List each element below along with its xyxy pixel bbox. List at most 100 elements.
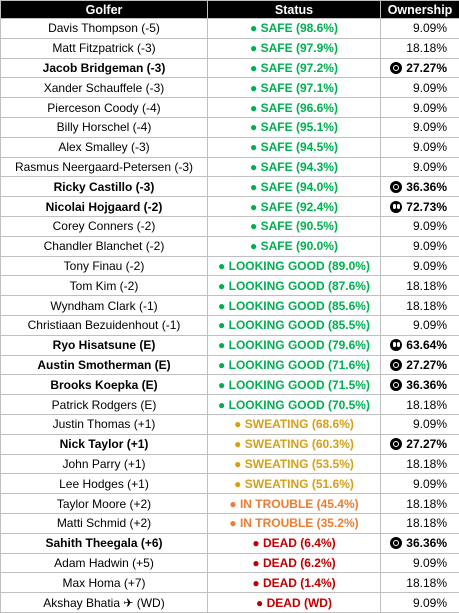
table-row[interactable]: Taylor Moore (+2)● IN TROUBLE (45.4%)18.… [1,494,459,514]
golfer-cell: Sahith Theegala (+6) [1,533,208,553]
status-label: DEAD (6.4%) [263,536,336,550]
status-dot-icon: ● [252,556,259,570]
ownership-value: 9.09% [413,160,447,174]
ownership-value: 9.09% [413,219,447,233]
golfer-cell: Ryo Hisatsune (E) [1,335,208,355]
ownership-cell: 27.27% [381,58,459,78]
golfer-cell: Nicolai Hojgaard (-2) [1,197,208,217]
golfer-cell: Tom Kim (-2) [1,276,208,296]
golfer-cell: Rasmus Neergaard-Petersen (-3) [1,157,208,177]
table-row[interactable]: Billy Horschel (-4)● SAFE (95.1%)9.09% [1,117,459,137]
ownership-cell: 9.09% [381,117,459,137]
eyes-icon [390,201,402,213]
golfer-column-header[interactable]: Golfer [1,1,208,19]
status-label: SAFE (97.2%) [261,61,338,75]
table-row[interactable]: Matti Schmid (+2)● IN TROUBLE (35.2%)18.… [1,513,459,533]
ownership-cell: 9.09% [381,315,459,335]
ownership-value: 18.18% [406,576,447,590]
table-row[interactable]: Tony Finau (-2)● LOOKING GOOD (89.0%)9.0… [1,256,459,276]
status-cell: ● LOOKING GOOD (89.0%) [208,256,381,276]
table-row[interactable]: Patrick Rodgers (E)● LOOKING GOOD (70.5%… [1,395,459,415]
status-label: SAFE (97.9%) [261,41,338,55]
status-cell: ● LOOKING GOOD (87.6%) [208,276,381,296]
ownership-value: 9.09% [413,477,447,491]
table-row[interactable]: Max Homa (+7)● DEAD (1.4%)18.18% [1,573,459,593]
status-cell: ● LOOKING GOOD (85.5%) [208,315,381,335]
ownership-cell: 18.18% [381,454,459,474]
status-cell: ● SAFE (97.1%) [208,78,381,98]
target-icon [390,181,402,193]
table-row[interactable]: Pierceson Coody (-4)● SAFE (96.6%)9.09% [1,98,459,118]
table-row[interactable]: Nicolai Hojgaard (-2)● SAFE (92.4%)72.73… [1,197,459,217]
status-label: SAFE (94.0%) [261,180,338,194]
table-row[interactable]: Justin Thomas (+1)● SWEATING (68.6%)9.09… [1,414,459,434]
golfer-cell: Patrick Rodgers (E) [1,395,208,415]
table-row[interactable]: Davis Thompson (-5)● SAFE (98.6%)9.09% [1,19,459,39]
table-row[interactable]: Austin Smotherman (E)● LOOKING GOOD (71.… [1,355,459,375]
ownership-value: 27.27% [406,437,447,451]
table-row[interactable]: Ricky Castillo (-3)● SAFE (94.0%)36.36% [1,177,459,197]
ownership-value: 18.18% [406,497,447,511]
target-icon [390,438,402,450]
table-row[interactable]: Nick Taylor (+1)● SWEATING (60.3%)27.27% [1,434,459,454]
status-label: SAFE (97.1%) [261,81,338,95]
table-row[interactable]: Alex Smalley (-3)● SAFE (94.5%)9.09% [1,137,459,157]
ownership-cell: 27.27% [381,434,459,454]
status-column-header[interactable]: Status [208,1,381,19]
table-row[interactable]: Brooks Koepka (E)● LOOKING GOOD (71.5%)3… [1,375,459,395]
table-row[interactable]: Rasmus Neergaard-Petersen (-3)● SAFE (94… [1,157,459,177]
status-label: LOOKING GOOD (71.5%) [229,378,370,392]
ownership-value: 18.18% [406,398,447,412]
ownership-cell: 36.36% [381,375,459,395]
status-cell: ● DEAD (6.2%) [208,553,381,573]
status-label: LOOKING GOOD (85.5%) [229,318,370,332]
ownership-value: 18.18% [406,516,447,530]
golfer-cell: Pierceson Coody (-4) [1,98,208,118]
golfer-cell: Wyndham Clark (-1) [1,296,208,316]
table-row[interactable]: Jacob Bridgeman (-3)● SAFE (97.2%)27.27% [1,58,459,78]
status-label: SAFE (95.1%) [261,120,338,134]
table-row[interactable]: Tom Kim (-2)● LOOKING GOOD (87.6%)18.18% [1,276,459,296]
ownership-cell: 9.09% [381,137,459,157]
status-label: SAFE (90.5%) [261,219,338,233]
table-row[interactable]: Christiaan Bezuidenhout (-1)● LOOKING GO… [1,315,459,335]
target-icon [390,379,402,391]
table-row[interactable]: Wyndham Clark (-1)● LOOKING GOOD (85.6%)… [1,296,459,316]
ownership-cell: 9.09% [381,553,459,573]
table-row[interactable]: Akshay Bhatia ✈ (WD)● DEAD (WD)9.09% [1,593,459,613]
table-row[interactable]: John Parry (+1)● SWEATING (53.5%)18.18% [1,454,459,474]
status-label: DEAD (1.4%) [263,576,336,590]
status-label: LOOKING GOOD (79.6%) [229,338,370,352]
table-row[interactable]: Sahith Theegala (+6)● DEAD (6.4%)36.36% [1,533,459,553]
ownership-value: 18.18% [406,41,447,55]
status-label: SAFE (94.5%) [261,140,338,154]
status-cell: ● SWEATING (53.5%) [208,454,381,474]
golfer-cell: Davis Thompson (-5) [1,19,208,39]
ownership-cell: 27.27% [381,355,459,375]
ownership-cell: 9.09% [381,98,459,118]
table-row[interactable]: Adam Hadwin (+5)● DEAD (6.2%)9.09% [1,553,459,573]
ownership-cell: 9.09% [381,157,459,177]
ownership-cell: 18.18% [381,296,459,316]
status-cell: ● SAFE (94.0%) [208,177,381,197]
ownership-value: 9.09% [413,140,447,154]
golfer-cell: Tony Finau (-2) [1,256,208,276]
ownership-column-header[interactable]: Ownership [381,1,459,19]
table-row[interactable]: Chandler Blanchet (-2)● SAFE (90.0%)9.09… [1,236,459,256]
status-cell: ● SAFE (92.4%) [208,197,381,217]
golfer-cell: Chandler Blanchet (-2) [1,236,208,256]
status-cell: ● SWEATING (60.3%) [208,434,381,454]
status-cell: ● SAFE (94.5%) [208,137,381,157]
status-cell: ● SAFE (90.0%) [208,236,381,256]
table-row[interactable]: Ryo Hisatsune (E)● LOOKING GOOD (79.6%)6… [1,335,459,355]
golfer-cell: Xander Schauffele (-3) [1,78,208,98]
table-row[interactable]: Corey Conners (-2)● SAFE (90.5%)9.09% [1,216,459,236]
status-label: SWEATING (53.5%) [245,457,354,471]
table-row[interactable]: Matt Fitzpatrick (-3)● SAFE (97.9%)18.18… [1,38,459,58]
ownership-value: 63.64% [406,338,447,352]
ownership-cell: 36.36% [381,533,459,553]
table-row[interactable]: Xander Schauffele (-3)● SAFE (97.1%)9.09… [1,78,459,98]
status-cell: ● DEAD (WD) [208,593,381,613]
table-row[interactable]: Lee Hodges (+1)● SWEATING (51.6%)9.09% [1,474,459,494]
